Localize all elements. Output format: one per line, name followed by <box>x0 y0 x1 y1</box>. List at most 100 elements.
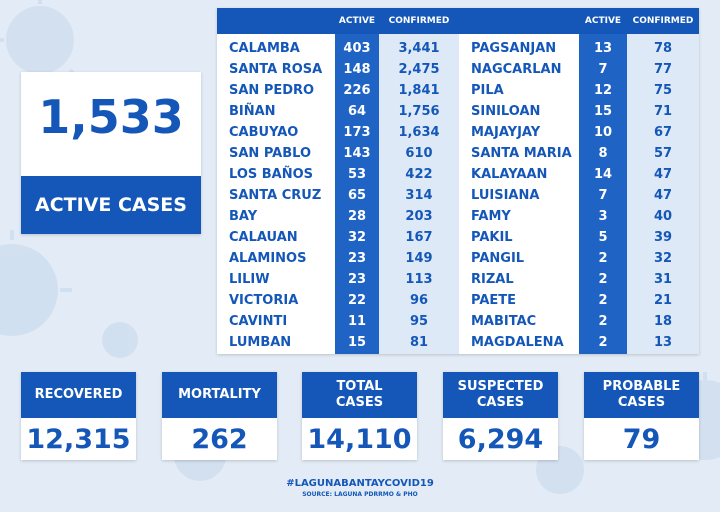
confirmed-count-left: 1,841 <box>398 83 440 98</box>
municipality-name-left: CALAMBA <box>229 41 300 56</box>
header-active-left: ACTIVE <box>338 16 376 26</box>
stat-label-recovered: RECOVERED <box>21 372 136 418</box>
confirmed-count-left: 81 <box>409 335 429 350</box>
municipality-name-right: PANGIL <box>471 251 525 266</box>
stat-value-recovered: 12,315 <box>26 423 131 455</box>
confirmed-count-right: 40 <box>653 209 673 224</box>
confirmed-count-left: 113 <box>405 272 433 287</box>
municipality-name-left: VICTORIA <box>229 293 299 308</box>
municipality-name-right: RIZAL <box>471 272 514 287</box>
confirmed-count-left: 1,756 <box>398 104 440 119</box>
stat-value-suspected: 6,294 <box>457 423 544 455</box>
municipality-table: ACTIVE CONFIRMED ACTIVE CONFIRMED CALAMB… <box>217 8 699 354</box>
municipality-name-right: MAJAYJAY <box>471 125 541 140</box>
municipality-name-left: CAVINTI <box>229 314 288 329</box>
confirmed-count-right: 21 <box>653 293 673 308</box>
municipality-name-left: CALAUAN <box>229 230 298 245</box>
active-count-right: 2 <box>598 251 608 266</box>
active-count-left: 53 <box>347 167 367 182</box>
active-count-right: 10 <box>593 125 613 140</box>
stat-label-probable: PROBABLE CASES <box>584 372 699 418</box>
confirmed-count-right: 47 <box>653 167 673 182</box>
active-count-right: 5 <box>598 230 608 245</box>
header-confirmed-left: CONFIRMED <box>388 16 450 26</box>
stat-label-mortality: MORTALITY <box>162 372 277 418</box>
active-cases-label: ACTIVE CASES <box>21 176 201 234</box>
municipality-name-left: SAN PEDRO <box>229 83 315 98</box>
active-count-right: 7 <box>598 62 608 77</box>
confirmed-count-right: 31 <box>653 272 673 287</box>
stat-value-probable: 79 <box>622 423 661 455</box>
header-active-right: ACTIVE <box>584 16 622 26</box>
municipality-name-right: KALAYAAN <box>471 167 548 182</box>
active-count-left: 23 <box>347 251 367 266</box>
confirmed-count-left: 149 <box>405 251 433 266</box>
municipality-name-right: LUISIANA <box>471 188 540 203</box>
confirmed-count-right: 71 <box>653 104 673 119</box>
confirmed-count-left: 314 <box>405 188 433 203</box>
active-count-left: 15 <box>347 335 367 350</box>
active-count-right: 2 <box>598 293 608 308</box>
active-column-right <box>579 34 627 354</box>
confirmed-count-left: 610 <box>405 146 433 161</box>
confirmed-count-right: 32 <box>653 251 673 266</box>
header-confirmed-right: CONFIRMED <box>632 16 694 26</box>
active-count-right: 2 <box>598 272 608 287</box>
confirmed-count-right: 77 <box>653 62 673 77</box>
hashtag: #LAGUNABANTAYCOVID19 <box>286 478 434 489</box>
confirmed-count-left: 167 <box>405 230 433 245</box>
active-count-left: 148 <box>343 62 371 77</box>
active-column-left <box>335 34 379 354</box>
municipality-name-left: BAY <box>229 209 258 224</box>
municipality-name-left: LOS BAÑOS <box>229 167 314 182</box>
active-count-right: 8 <box>598 146 608 161</box>
confirmed-count-left: 2,475 <box>398 62 440 77</box>
active-count-left: 143 <box>343 146 371 161</box>
stat-label-suspected: SUSPECTED CASES <box>443 372 558 418</box>
municipality-name-right: SINILOAN <box>471 104 541 119</box>
active-count-right: 2 <box>598 335 608 350</box>
active-count-right: 13 <box>593 41 613 56</box>
municipality-name-right: NAGCARLAN <box>471 62 562 77</box>
active-count-right: 14 <box>593 167 613 182</box>
confirmed-count-right: 47 <box>653 188 673 203</box>
confirmed-count-right: 13 <box>653 335 673 350</box>
active-cases-number: 1,533 <box>38 90 184 144</box>
municipality-name-right: PAKIL <box>471 230 513 245</box>
active-count-left: 226 <box>343 83 371 98</box>
confirmed-column-left <box>379 34 459 354</box>
municipality-name-left: LILIW <box>229 272 270 287</box>
municipality-name-right: PAGSANJAN <box>471 41 557 56</box>
active-count-left: 32 <box>347 230 367 245</box>
active-count-right: 7 <box>598 188 608 203</box>
confirmed-count-right: 57 <box>653 146 673 161</box>
confirmed-count-left: 422 <box>405 167 433 182</box>
municipality-name-right: FAMY <box>471 209 511 224</box>
municipality-name-left: ALAMINOS <box>229 251 307 266</box>
municipality-name-left: SANTA CRUZ <box>229 188 322 203</box>
stat-value-total: 14,110 <box>307 423 412 455</box>
active-count-right: 3 <box>598 209 608 224</box>
active-count-right: 2 <box>598 314 608 329</box>
stat-label-total: TOTAL CASES <box>302 372 417 418</box>
confirmed-count-right: 75 <box>653 83 673 98</box>
municipality-name-right: SANTA MARIA <box>471 146 572 161</box>
municipality-name-left: SANTA ROSA <box>229 62 323 77</box>
confirmed-count-right: 39 <box>653 230 673 245</box>
confirmed-count-left: 203 <box>405 209 433 224</box>
confirmed-count-right: 18 <box>653 314 673 329</box>
active-count-left: 11 <box>347 314 367 329</box>
municipality-name-right: PAETE <box>471 293 517 308</box>
confirmed-count-right: 67 <box>653 125 673 140</box>
municipality-name-left: CABUYAO <box>229 125 299 140</box>
active-count-right: 15 <box>593 104 613 119</box>
stat-card-mortality: MORTALITY 262 <box>162 372 277 460</box>
source-note: SOURCE: LAGUNA PDRRMO & PHO <box>302 491 418 498</box>
stat-card-suspected: SUSPECTED CASES 6,294 <box>443 372 558 460</box>
stat-card-recovered: RECOVERED 12,315 <box>21 372 136 460</box>
municipality-name-left: LUMBAN <box>229 335 292 350</box>
active-cases-card: 1,533 ACTIVE CASES <box>21 72 201 234</box>
active-count-left: 64 <box>347 104 367 119</box>
stat-card-total: TOTAL CASES 14,110 <box>302 372 417 460</box>
stat-value-mortality: 262 <box>191 423 248 455</box>
